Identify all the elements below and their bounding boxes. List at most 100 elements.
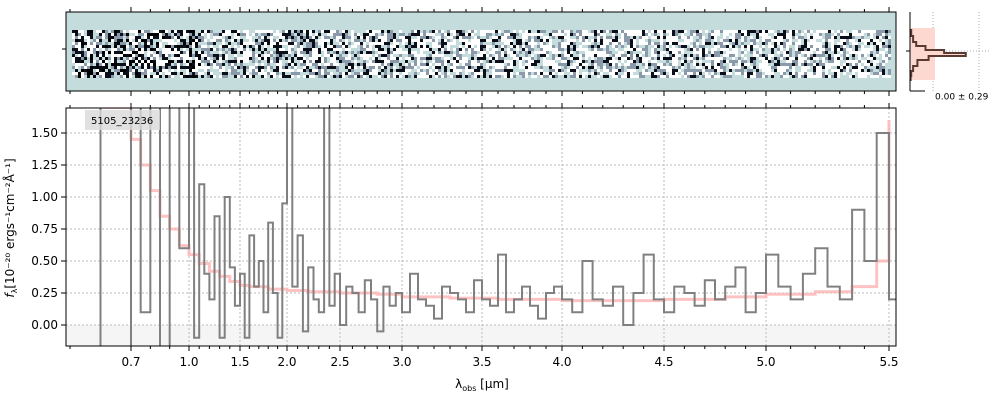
spectrum-pixel (306, 60, 309, 63)
spectrum-pixel (882, 60, 885, 63)
spectrum-pixel (216, 57, 219, 60)
spectrum-pixel (156, 33, 159, 36)
spectrum-pixel (138, 63, 141, 66)
spectrum-pixel (369, 51, 372, 54)
spectrum-pixel (288, 45, 291, 48)
spectrum-pixel (876, 48, 879, 51)
spectrum-pixel (285, 33, 288, 36)
spectrum-pixel (474, 72, 477, 75)
spectrum-pixel (324, 30, 327, 33)
spectrum-pixel (591, 48, 594, 51)
spectrum-pixel (246, 69, 249, 72)
spectrum-pixel (861, 54, 864, 57)
spectrum-pixel (132, 39, 135, 42)
spectrum-pixel (141, 45, 144, 48)
spectrum-pixel (855, 30, 858, 33)
spectrum-pixel (330, 51, 333, 54)
spectrum-pixel (81, 48, 84, 51)
spectrum-pixel (393, 69, 396, 72)
spectrum-pixel (735, 42, 738, 45)
spectrum-pixel (390, 72, 393, 75)
spectrum-pixel (588, 66, 591, 69)
spectrum-pixel (726, 42, 729, 45)
spectrum-pixel (408, 66, 411, 69)
spectrum-pixel (72, 63, 75, 66)
spectrum-pixel (762, 30, 765, 33)
spectrum-pixel (111, 48, 114, 51)
spectrum-pixel (561, 39, 564, 42)
spectrum-pixel (477, 42, 480, 45)
spectrum-pixel (618, 48, 621, 51)
spectrum-pixel (219, 57, 222, 60)
spectrum-pixel (660, 54, 663, 57)
spectrum-pixel (786, 60, 789, 63)
spectrum-pixel (720, 51, 723, 54)
spectrum-pixel (78, 69, 81, 72)
spectrum-pixel (765, 60, 768, 63)
spectrum-pixel (462, 51, 465, 54)
spectrum-pixel (678, 36, 681, 39)
spectrum-pixel (636, 63, 639, 66)
spectrum-pixel (279, 63, 282, 66)
spectrum-pixel (657, 54, 660, 57)
spectrum-pixel (573, 36, 576, 39)
spectrum-pixel (714, 30, 717, 33)
spectrum-pixel (834, 57, 837, 60)
spectrum-pixel (177, 63, 180, 66)
spectrum-pixel (888, 45, 891, 48)
spectrum-pixel (807, 54, 810, 57)
spectrum-pixel (405, 51, 408, 54)
spectrum-pixel (234, 48, 237, 51)
spectrum-pixel (288, 39, 291, 42)
spectrum-pixel (273, 66, 276, 69)
spectrum-pixel (345, 54, 348, 57)
spectrum-pixel (801, 72, 804, 75)
spectrum-pixel (822, 57, 825, 60)
spectrum-pixel (429, 54, 432, 57)
spectrum-pixel (93, 57, 96, 60)
spectrum-pixel (408, 72, 411, 75)
spectrum-pixel (393, 72, 396, 75)
spectrum-pixel (225, 75, 228, 78)
spectrum-pixel (102, 66, 105, 69)
spectrum-pixel (387, 36, 390, 39)
spectrum-pixel (837, 36, 840, 39)
spectrum-pixel (804, 36, 807, 39)
spectrum-pixel (105, 48, 108, 51)
spectrum-pixel (402, 54, 405, 57)
spectrum-pixel (576, 48, 579, 51)
spectrum-pixel (543, 69, 546, 72)
spectrum-pixel (375, 75, 378, 78)
spectrum-pixel (591, 36, 594, 39)
x-tick-label: 5.0 (756, 355, 775, 369)
spectrum-pixel (177, 60, 180, 63)
spectrum-pixel (114, 51, 117, 54)
spectrum-pixel (744, 51, 747, 54)
spectrum-pixel (870, 51, 873, 54)
spectrum-pixel (222, 63, 225, 66)
spectrum-pixel (717, 42, 720, 45)
spectrum-pixel (669, 75, 672, 78)
spectrum-pixel (810, 30, 813, 33)
spectrum-pixel (708, 45, 711, 48)
spectrum-pixel (105, 33, 108, 36)
spectrum-pixel (216, 48, 219, 51)
spectrum-pixel (333, 57, 336, 60)
spectrum-pixel (612, 42, 615, 45)
spectrum-pixel (168, 36, 171, 39)
spectrum-pixel (150, 30, 153, 33)
spectrum-pixel (378, 54, 381, 57)
spectrum-pixel (234, 75, 237, 78)
spectrum-pixel (627, 51, 630, 54)
spectrum-pixel (498, 48, 501, 51)
spectrum-pixel (243, 66, 246, 69)
spectrum-pixel (273, 36, 276, 39)
spectrum-pixel (348, 33, 351, 36)
spectrum-pixel (291, 42, 294, 45)
spectrum-pixel (777, 54, 780, 57)
spectrum-pixel (633, 45, 636, 48)
spectrum-pixel (762, 63, 765, 66)
spectrum-pixel (573, 60, 576, 63)
spectrum-pixel (708, 42, 711, 45)
spectrum-pixel (321, 39, 324, 42)
